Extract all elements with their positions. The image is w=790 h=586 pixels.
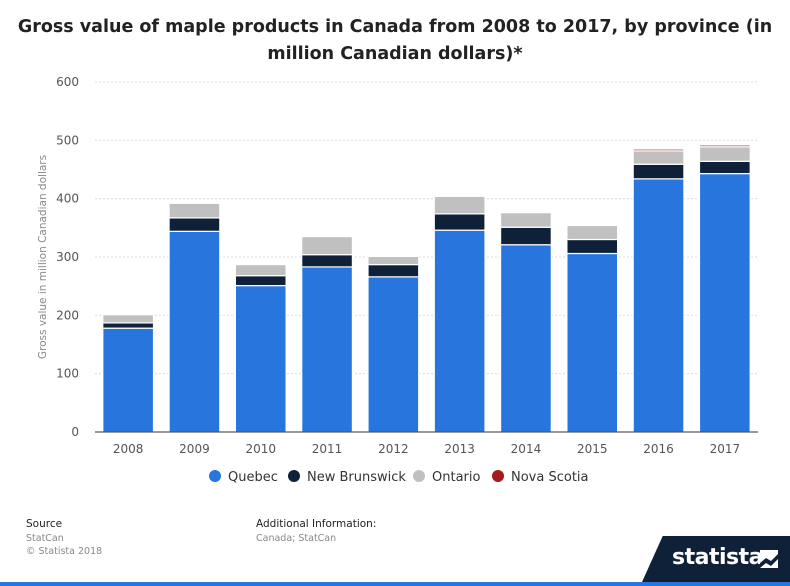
brand-name: statista — [672, 545, 763, 570]
bar-segment — [698, 172, 751, 433]
source-label: Source — [26, 518, 63, 530]
bar-segment — [234, 284, 287, 433]
bar-segment — [102, 322, 155, 329]
legend-marker — [413, 470, 425, 482]
bar-segment — [566, 238, 619, 255]
stacked-bar-chart: 0 100 200 300 400 500 600 Gross value in millio… — [37, 75, 758, 485]
x-tick-label: 2017 — [710, 442, 741, 456]
statista-logo-icon — [760, 550, 778, 568]
additional-info-text: Canada; StatCan — [256, 533, 337, 544]
bar-segment — [367, 255, 420, 266]
y-tick-label: 0 — [71, 425, 79, 439]
bar-segment — [433, 213, 486, 231]
bar-segment — [168, 217, 221, 232]
y-tick-label: 100 — [56, 367, 79, 381]
x-tick-label: 2009 — [179, 442, 210, 456]
x-tick-label: 2010 — [245, 442, 276, 456]
y-tick-label: 500 — [56, 133, 79, 147]
bar-segment — [632, 163, 685, 180]
y-tick-label: 600 — [56, 75, 79, 89]
x-tick-label: 2013 — [444, 442, 475, 456]
bar-segment — [102, 327, 155, 433]
legend-label: New Brunswick — [307, 470, 406, 485]
bar-segment — [632, 178, 685, 433]
bar-segment — [433, 229, 486, 433]
y-tick-label: 400 — [56, 192, 79, 206]
bar-segment — [698, 144, 751, 148]
bar-segment — [367, 263, 420, 278]
x-tick-label: 2014 — [511, 442, 542, 456]
bar-segment — [234, 275, 287, 287]
legend-marker — [209, 470, 221, 482]
y-axis-label: Gross value in million Canadian dollars — [37, 155, 49, 359]
source-line-2: © Statista 2018 — [26, 546, 103, 557]
x-tick-label: 2011 — [312, 442, 343, 456]
legend-label: Quebec — [228, 470, 278, 485]
legend-marker — [288, 470, 300, 482]
x-tick-label: 2015 — [577, 442, 608, 456]
bar-segment — [301, 266, 354, 433]
bar-segment — [367, 276, 420, 433]
x-tick-label: 2008 — [113, 442, 144, 456]
statista-logo[interactable]: statista — [642, 536, 790, 582]
y-tick-label: 200 — [56, 308, 79, 322]
bar-segment — [301, 235, 354, 256]
chart-title: Gross value of maple products in Canada … — [17, 17, 773, 64]
bar-segment — [698, 146, 751, 162]
additional-info-label: Additional Information: — [256, 518, 377, 530]
x-tick-label: 2016 — [643, 442, 674, 456]
source-line-1: StatCan — [26, 533, 64, 544]
bar-segment — [234, 263, 287, 277]
bar-segment — [433, 195, 486, 215]
bottom-accent-line — [0, 582, 790, 586]
bar-segment — [632, 150, 685, 165]
bar-segment — [499, 226, 552, 246]
x-tick-label: 2012 — [378, 442, 409, 456]
bar-segment — [499, 212, 552, 228]
legend-label: Ontario — [432, 470, 480, 485]
bar-segment — [102, 314, 155, 324]
bar-segment — [168, 230, 221, 433]
bar-segment — [168, 202, 221, 219]
legend-marker — [492, 470, 504, 482]
y-tick-label: 300 — [56, 250, 79, 264]
bar-segment — [698, 160, 751, 175]
bar-segment — [632, 148, 685, 152]
bar-segment — [566, 224, 619, 241]
bar-segment — [566, 252, 619, 433]
bar-segment — [301, 254, 354, 268]
legend-label: Nova Scotia — [511, 470, 589, 485]
bar-segment — [499, 244, 552, 433]
